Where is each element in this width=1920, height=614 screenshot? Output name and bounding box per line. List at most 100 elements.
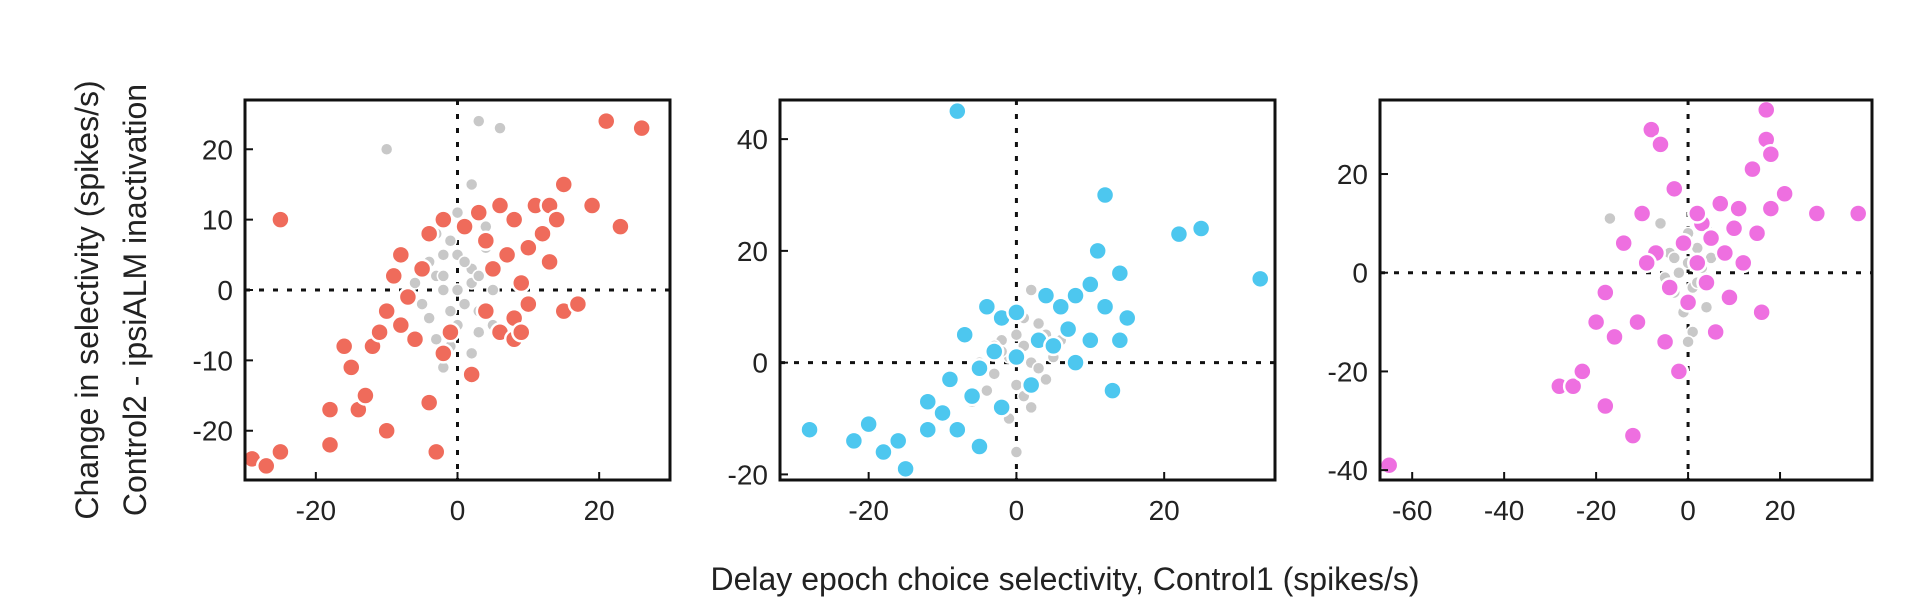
data-point-significant — [1562, 375, 1584, 397]
data-point-significant — [1006, 346, 1027, 368]
data-point-nonsignificant — [1672, 265, 1686, 280]
data-point-significant — [426, 441, 447, 463]
data-point-significant — [1668, 361, 1690, 382]
y-tick-label: 0 — [1352, 258, 1368, 289]
y-tick-label: 20 — [1337, 159, 1368, 190]
data-point-nonsignificant — [987, 367, 1002, 381]
data-point-significant — [1595, 395, 1616, 417]
data-point-significant — [475, 230, 497, 251]
data-point-significant — [581, 195, 603, 216]
data-point-nonsignificant — [1667, 251, 1682, 265]
data-point-significant — [319, 399, 341, 420]
data-point-nonsignificant — [1699, 300, 1714, 315]
data-point-significant — [376, 300, 397, 322]
data-point-significant — [932, 402, 953, 424]
data-point-nonsignificant — [408, 276, 422, 290]
data-point-significant — [1687, 203, 1708, 224]
data-point-significant — [1728, 198, 1749, 219]
data-point-nonsignificant — [1031, 361, 1046, 375]
data-point-nonsignificant — [1009, 327, 1024, 342]
data-point-significant — [1006, 302, 1027, 323]
data-point-nonsignificant — [379, 142, 394, 157]
y-tick-label: 0 — [217, 275, 233, 306]
data-point-nonsignificant — [443, 304, 458, 318]
data-point-significant — [489, 195, 511, 216]
data-point-significant — [887, 430, 909, 452]
data-point-significant — [1719, 287, 1740, 308]
data-point-significant — [969, 436, 990, 457]
data-point-significant — [1378, 454, 1400, 476]
data-point-nonsignificant — [493, 121, 507, 135]
x-tick-label: -40 — [1484, 495, 1524, 526]
data-point-significant — [270, 441, 291, 463]
data-point-significant — [976, 296, 998, 318]
data-point-significant — [1604, 326, 1625, 348]
x-tick-label: 0 — [1009, 495, 1025, 526]
data-point-significant — [631, 117, 652, 139]
data-point-significant — [1654, 331, 1676, 353]
data-point-significant — [341, 357, 362, 378]
data-point-nonsignificant — [450, 283, 465, 297]
y-tick-label: 40 — [737, 124, 768, 155]
data-point-significant — [1755, 99, 1777, 121]
data-point-significant — [1065, 285, 1086, 306]
data-point-nonsignificant — [1653, 216, 1668, 231]
data-point-nonsignificant — [415, 297, 429, 311]
data-point-nonsignificant — [1603, 211, 1617, 226]
data-point-significant — [1622, 425, 1644, 446]
data-point-significant — [1760, 144, 1782, 165]
data-point-nonsignificant — [464, 346, 479, 361]
data-point-nonsignificant — [429, 332, 443, 347]
data-point-nonsignificant — [436, 283, 451, 297]
data-point-significant — [1746, 222, 1768, 244]
y-tick-label: -20 — [728, 459, 768, 490]
data-point-nonsignificant — [486, 283, 500, 297]
data-point-significant — [553, 174, 574, 195]
plot-frame — [1378, 98, 1874, 482]
data-point-significant — [433, 209, 454, 230]
scatter-panel-2: -20 0 20 -20 0 20 40 — [728, 98, 1277, 526]
data-point-significant — [1043, 335, 1064, 357]
data-point-significant — [939, 369, 961, 390]
data-point-significant — [518, 237, 539, 259]
data-point-significant — [1847, 203, 1869, 224]
data-point-significant — [270, 209, 291, 230]
data-point-significant — [411, 258, 433, 280]
data-point-nonsignificant — [1024, 283, 1038, 297]
data-point-significant — [1774, 183, 1795, 205]
data-point-significant — [1168, 223, 1190, 245]
data-point-significant — [383, 265, 404, 287]
data-point-significant — [1636, 252, 1657, 274]
data-point-significant — [947, 419, 968, 440]
data-point-significant — [1760, 198, 1782, 219]
x-tick-label: -20 — [296, 495, 336, 526]
data-point-significant — [333, 336, 355, 357]
data-point-significant — [1659, 277, 1680, 298]
data-point-significant — [511, 272, 532, 294]
data-point-nonsignificant — [472, 269, 486, 283]
data-point-nonsignificant — [457, 255, 472, 269]
data-point-significant — [947, 100, 968, 122]
data-point-significant — [1057, 318, 1079, 340]
data-point-significant — [895, 458, 916, 480]
data-point-significant — [1020, 374, 1042, 396]
data-point-significant — [390, 314, 412, 336]
data-point-significant — [319, 434, 341, 456]
data-point-significant — [433, 343, 454, 364]
data-point-nonsignificant — [457, 297, 472, 311]
data-point-significant — [1696, 272, 1717, 293]
data-point-significant — [539, 251, 560, 273]
data-point-significant — [1065, 352, 1086, 373]
data-point-significant — [1595, 282, 1616, 303]
y-tick-label: 10 — [202, 205, 233, 236]
data-point-significant — [1109, 330, 1131, 351]
y-axis-label-line1: Change in selectivity (spikes/s) — [69, 80, 105, 519]
data-point-significant — [1249, 268, 1271, 290]
data-point-significant — [1116, 307, 1138, 329]
data-point-significant — [475, 300, 497, 322]
data-point-significant — [390, 244, 412, 266]
x-tick-label: 0 — [1680, 495, 1696, 526]
data-point-significant — [1627, 311, 1648, 333]
data-point-nonsignificant — [1009, 445, 1024, 459]
